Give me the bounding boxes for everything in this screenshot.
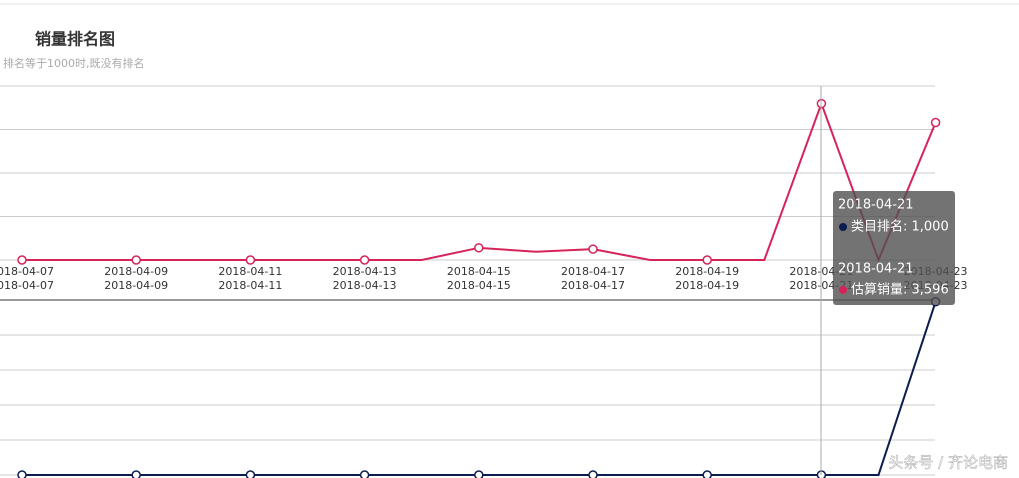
tooltip [833,191,955,305]
tooltip-title: 2018-04-21 [838,262,914,277]
x-tick-label: 2018-04-11 [218,279,282,292]
point [131,255,141,265]
tooltip-item: 估算销量: 3,596 [851,283,949,298]
tooltip-title: 2018-04-21 [838,198,914,213]
x-tick-label: 2018-04-09 [104,279,168,292]
watermark: 头条号 / 齐论电商 [888,454,1008,472]
tooltip-dot [839,286,847,294]
x-tick-label: 2018-04-07 [0,265,54,278]
point [588,470,598,478]
x-tick-label: 2018-04-11 [218,265,282,278]
point [474,470,484,478]
tooltip-item: 类目排名: 1,000 [851,219,949,235]
point [17,255,27,265]
x-tick-label: 2018-04-09 [104,265,168,278]
point [17,470,27,478]
x-tick-label: 2018-04-17 [561,265,625,278]
point [245,255,256,265]
point [245,470,256,478]
x-tick-label: 2018-04-17 [561,279,625,292]
x-tick-label: 2018-04-19 [675,279,739,292]
point [359,255,370,265]
point [474,243,484,253]
chart-title: 销量排名图 [35,30,115,49]
point [930,117,941,128]
x-tick-label: 2018-04-15 [447,279,511,292]
x-tick-label: 2018-04-13 [333,279,397,292]
series-line [22,100,937,263]
point [131,470,141,478]
x-tick-label: 2018-04-13 [333,265,397,278]
series-line [22,301,937,476]
point [359,470,370,478]
x-tick-label: 2018-04-07 [0,279,54,292]
tooltip-dot [839,223,847,231]
x-tick-label: 2018-04-15 [447,265,511,278]
chart-subtitle: 排名等于1000时,既没有排名 [3,56,145,70]
point [588,244,598,254]
point [702,470,712,478]
x-tick-label: 2018-04-19 [675,265,739,278]
point [702,255,712,265]
